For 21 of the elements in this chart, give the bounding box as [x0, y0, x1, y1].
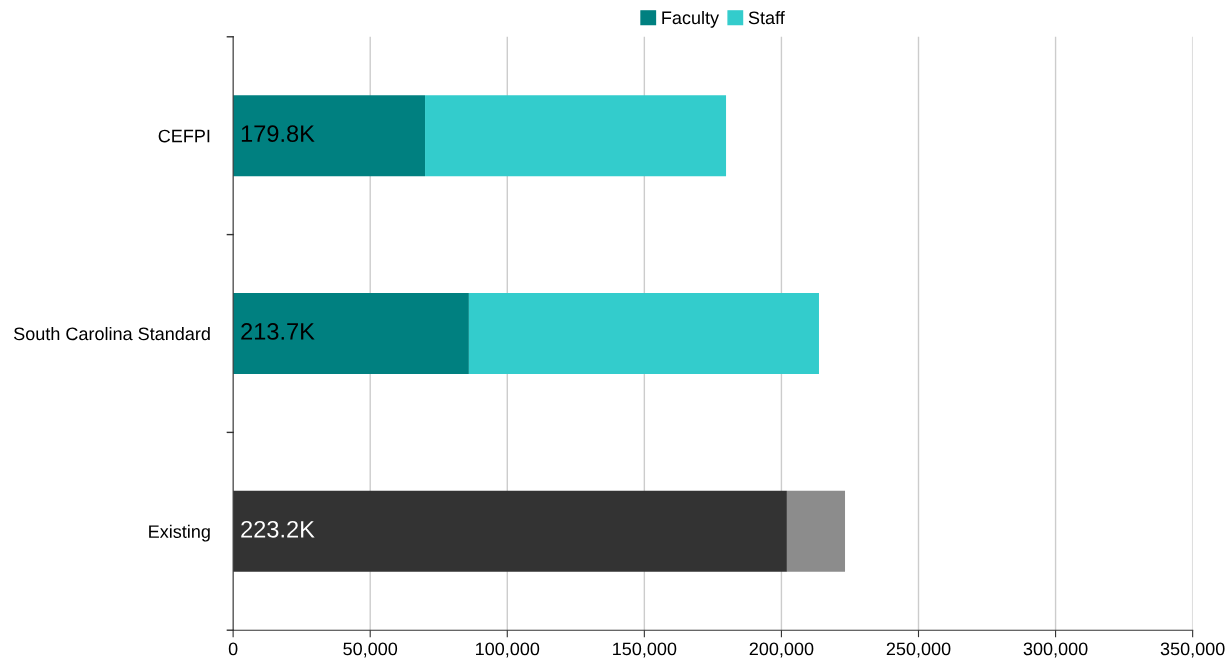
- y-tick-label: CEFPI: [158, 129, 210, 143]
- bar: [233, 95, 426, 177]
- x-tick-label: 250,000: [886, 642, 951, 658]
- x-tick-label: 350,000: [1160, 642, 1225, 658]
- total-label: 223.2K: [241, 520, 315, 538]
- total-label: 213.7K: [241, 323, 315, 340]
- bar: [425, 95, 727, 177]
- x-tick-label: 100,000: [476, 642, 540, 658]
- bar: [233, 292, 469, 375]
- legend-label: Staff: [748, 10, 785, 25]
- x-tick-label: 200,000: [749, 642, 814, 658]
- bar: [786, 490, 846, 572]
- x-tick-label: 300,000: [1023, 642, 1088, 658]
- x-tick-label: 150,000: [613, 642, 677, 658]
- legend-label: Faculty: [662, 10, 720, 28]
- x-tick-label: 0: [228, 642, 238, 656]
- x-tick-label: 50,000: [343, 642, 398, 658]
- total-label: 179.8K: [241, 125, 315, 143]
- y-tick-label: South Carolina Standard: [14, 326, 210, 341]
- y-tick-label: Existing: [149, 524, 210, 542]
- bar: [468, 292, 819, 375]
